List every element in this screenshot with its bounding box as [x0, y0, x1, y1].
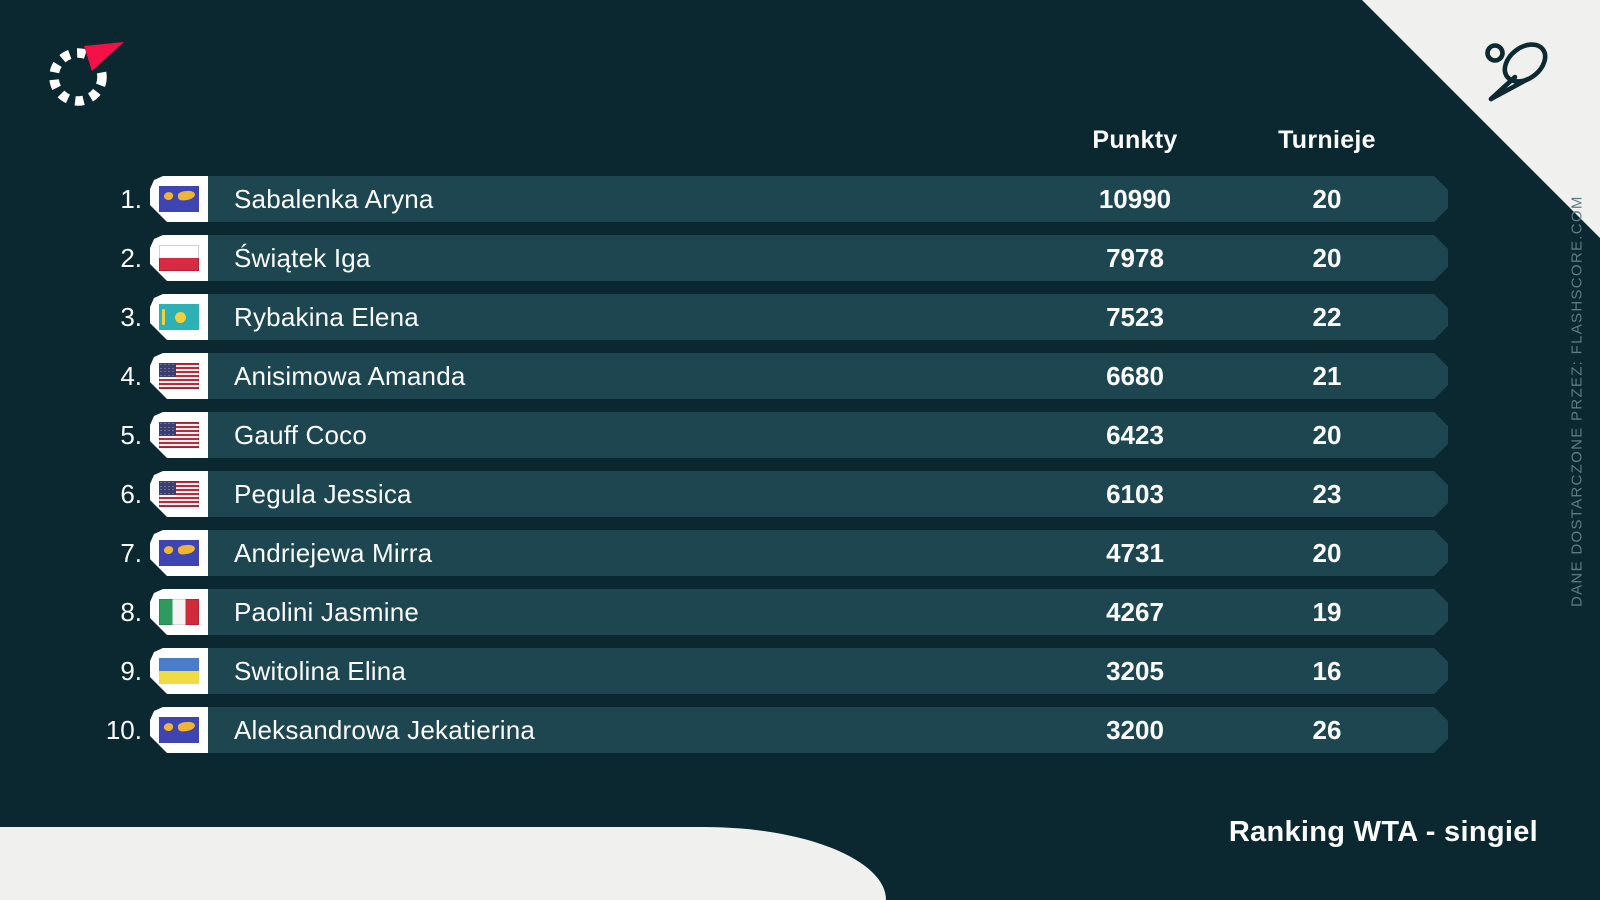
player-name: Sabalenka Aryna: [234, 184, 434, 214]
rank-label: 9.: [120, 656, 142, 686]
rank-label: 2.: [120, 243, 142, 273]
row-body: Sabalenka Aryna 10990 20: [208, 176, 1448, 222]
ukraine-flag: [159, 658, 199, 684]
tournaments-value: 20: [1312, 538, 1342, 568]
table-row: 4. Anisimowa Amanda 6680 21: [50, 353, 1448, 399]
row-body: Świątek Iga 7978 20: [208, 235, 1448, 281]
table-row: 6. Pegula Jessica 6103 23: [50, 471, 1448, 517]
points-value: 3200: [1106, 715, 1164, 745]
rank-label: 4.: [120, 361, 142, 391]
usa-flag: [159, 481, 199, 507]
player-name: Aleksandrowa Jekatierina: [234, 715, 536, 745]
neutral-world-flag: [159, 186, 199, 212]
player-name: Switolina Elina: [234, 656, 407, 686]
tournaments-value: 26: [1312, 715, 1342, 745]
table-row: 8. Paolini Jasmine 4267 19: [50, 589, 1448, 635]
poland-flag: [159, 245, 199, 271]
points-value: 7523: [1106, 302, 1164, 332]
neutral-world-flag: [159, 540, 199, 566]
usa-flag: [159, 363, 199, 389]
player-name: Andriejewa Mirra: [234, 538, 433, 568]
tournaments-value: 20: [1312, 420, 1342, 450]
rank-label: 5.: [120, 420, 142, 450]
points-value: 6423: [1106, 420, 1164, 450]
footer-title: Ranking WTA - singiel: [1228, 816, 1538, 848]
table-row: 9. Switolina Elina 3205 16: [50, 648, 1448, 694]
tournaments-value: 20: [1312, 243, 1342, 273]
provider-credit: DANE DOSTARCZONE PRZEZ: FLASHSCORE.COM: [1568, 195, 1586, 607]
tournaments-value: 21: [1312, 361, 1342, 391]
player-name: Anisimowa Amanda: [234, 361, 466, 391]
flag-tile: [150, 294, 208, 340]
points-value: 6103: [1106, 479, 1164, 509]
italy-flag: [159, 599, 199, 625]
row-body: Andriejewa Mirra 4731 20: [208, 530, 1448, 576]
row-body: Paolini Jasmine 4267 19: [208, 589, 1448, 635]
flag-tile: [150, 176, 208, 222]
flag-tile: [150, 412, 208, 458]
flag-tile: [150, 235, 208, 281]
flag-tile: [150, 648, 208, 694]
tournaments-value: 22: [1312, 302, 1342, 332]
rank-label: 6.: [120, 479, 142, 509]
flag-tile: [150, 353, 208, 399]
points-value: 7978: [1106, 243, 1164, 273]
rank-label: 1.: [120, 184, 142, 214]
flag-tile: [150, 471, 208, 517]
points-value: 3205: [1106, 656, 1164, 686]
player-name: Gauff Coco: [234, 420, 368, 450]
points-value: 6680: [1106, 361, 1164, 391]
player-name: Rybakina Elena: [234, 302, 419, 332]
table-row: 1. Sabalenka Aryna 10990 20: [50, 176, 1448, 222]
row-body: Gauff Coco 6423 20: [208, 412, 1448, 458]
points-value: 4267: [1106, 597, 1164, 627]
bottom-curve-decoration: [0, 827, 886, 900]
tournaments-value: 16: [1312, 656, 1342, 686]
points-value: 4731: [1106, 538, 1164, 568]
player-name: Świątek Iga: [234, 243, 371, 273]
tennis-racquet-icon: [1485, 42, 1548, 102]
flag-tile: [150, 589, 208, 635]
player-name: Pegula Jessica: [234, 479, 412, 509]
row-body: Switolina Elina 3205 16: [208, 648, 1448, 694]
flag-tile: [150, 707, 208, 753]
table-row: 2. Świątek Iga 7978 20: [50, 235, 1448, 281]
points-value: 10990: [1098, 184, 1172, 214]
row-body: Anisimowa Amanda 6680 21: [208, 353, 1448, 399]
column-header-tournaments: Turnieje: [1278, 126, 1376, 154]
rank-label: 7.: [120, 538, 142, 568]
player-name: Paolini Jasmine: [234, 597, 420, 627]
flashscore-logo: [49, 40, 130, 106]
tournaments-value: 20: [1312, 184, 1342, 214]
column-header-points: Punkty: [1092, 126, 1178, 154]
table-row: 7. Andriejewa Mirra 4731 20: [50, 530, 1448, 576]
table-row: 3. Rybakina Elena 7523 22: [50, 294, 1448, 340]
neutral-world-flag: [159, 717, 199, 743]
tournaments-value: 19: [1312, 597, 1342, 627]
table-row: 10. Aleksandrowa Jekatierina 3200 26: [50, 707, 1448, 753]
rank-label: 8.: [120, 597, 142, 627]
rank-label: 10.: [105, 715, 142, 745]
row-body: Pegula Jessica 6103 23: [208, 471, 1448, 517]
row-body: Rybakina Elena 7523 22: [208, 294, 1448, 340]
tournaments-value: 23: [1312, 479, 1342, 509]
table-row: 5. Gauff Coco 6423 20: [50, 412, 1448, 458]
kazakhstan-flag: [159, 304, 199, 330]
usa-flag: [159, 422, 199, 448]
flag-tile: [150, 530, 208, 576]
rank-label: 3.: [120, 302, 142, 332]
row-body: Aleksandrowa Jekatierina 3200 26: [208, 707, 1448, 753]
